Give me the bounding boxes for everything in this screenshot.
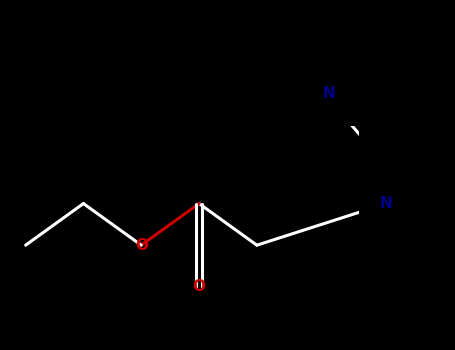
Text: O: O bbox=[135, 238, 148, 253]
Text: N: N bbox=[322, 86, 335, 101]
Text: O: O bbox=[192, 279, 206, 294]
Text: N: N bbox=[380, 196, 393, 211]
